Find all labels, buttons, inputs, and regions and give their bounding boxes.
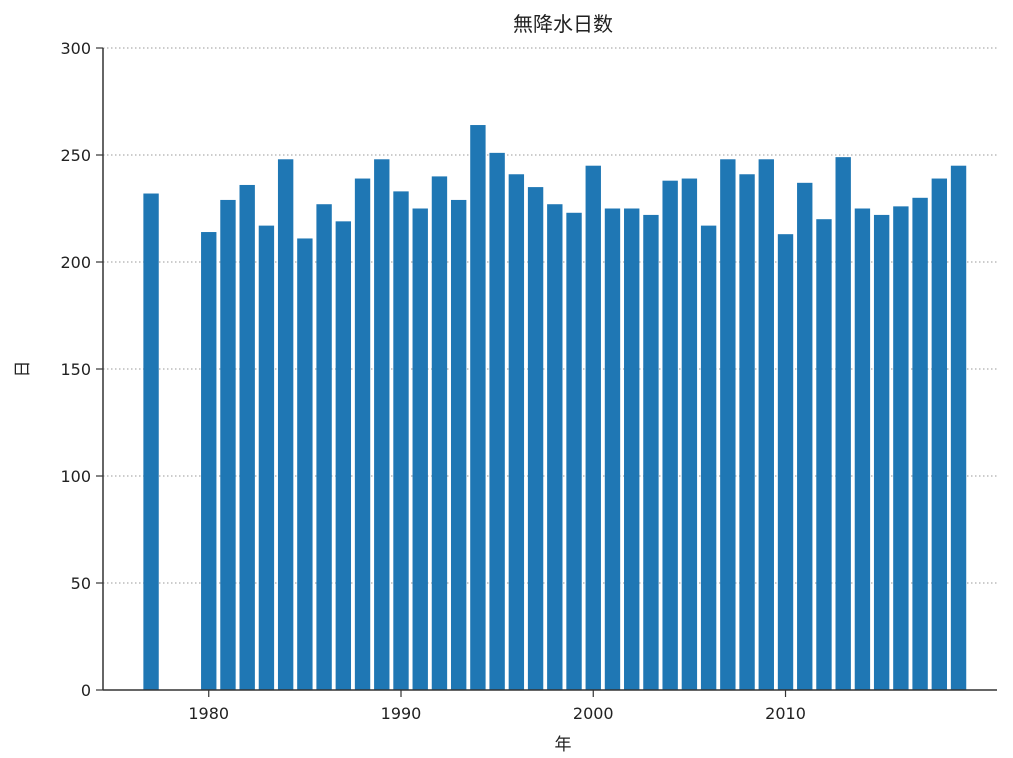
bar-1985	[297, 238, 313, 690]
bar-2009	[758, 159, 774, 690]
bar-2006	[700, 225, 717, 690]
bar-1996	[508, 174, 525, 690]
bar-2016	[893, 206, 909, 691]
bar-2018	[931, 178, 948, 691]
bar-1987	[335, 221, 352, 690]
y-tick-label: 300	[60, 39, 91, 58]
bar-2011	[797, 182, 813, 690]
bar-1981	[220, 199, 236, 690]
bar-1991	[412, 208, 428, 690]
bar-1983	[258, 225, 275, 690]
x-tick-label: 1990	[381, 704, 422, 723]
y-tick-label: 50	[71, 574, 91, 593]
bar-1993	[450, 199, 467, 690]
bar-1982	[239, 184, 255, 690]
bar-1989	[374, 159, 390, 690]
bar-2000	[585, 165, 601, 690]
bars	[143, 125, 967, 691]
y-tick-label: 150	[60, 360, 91, 379]
y-axis-label: 日	[13, 361, 33, 378]
bar-2010	[777, 234, 794, 690]
bar-1990	[393, 191, 409, 690]
bar-2017	[912, 197, 928, 691]
bar-2004	[662, 180, 678, 690]
bar-2012	[816, 219, 832, 690]
bar-1997	[527, 187, 544, 690]
bar-2013	[835, 157, 851, 690]
x-tick-label: 2000	[573, 704, 614, 723]
y-tick-label: 0	[81, 681, 91, 700]
bar-1988	[354, 178, 371, 691]
y-tick-label: 200	[60, 253, 91, 272]
chart-title: 無降水日数	[513, 12, 613, 36]
bar-1977	[143, 193, 159, 690]
bar-2015	[873, 214, 890, 691]
bar-1994	[470, 125, 486, 691]
x-tick-label: 2010	[765, 704, 806, 723]
x-tick-label: 1980	[188, 704, 229, 723]
x-ticks: 1980 1990 2000 2010	[188, 690, 806, 723]
x-axis-label: 年	[555, 735, 572, 755]
y-ticks: 0 50 100 150 200 250 300	[60, 39, 103, 700]
bar-2008	[739, 174, 755, 690]
bar-1986	[316, 204, 332, 690]
bar-1999	[566, 212, 582, 690]
bar-1992	[431, 176, 448, 690]
bar-1995	[489, 152, 505, 691]
bar-1998	[547, 204, 563, 690]
y-tick-label: 100	[60, 467, 91, 486]
bar-2003	[643, 214, 659, 691]
bar-1980	[201, 232, 217, 691]
bar-1984	[277, 159, 294, 690]
bar-2002	[624, 208, 640, 690]
bar-2007	[720, 159, 736, 690]
bar-2001	[604, 208, 621, 690]
bar-2019	[950, 165, 967, 690]
bar-2005	[681, 178, 698, 691]
y-tick-label: 250	[60, 146, 91, 165]
bar-2014	[854, 208, 871, 690]
